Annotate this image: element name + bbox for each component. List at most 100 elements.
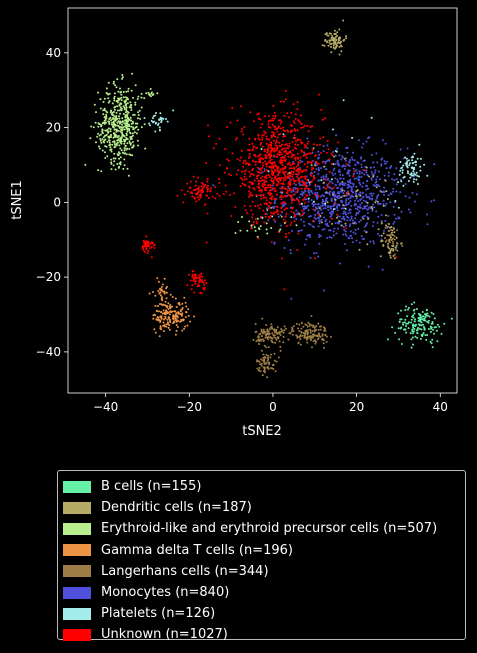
data-point <box>289 252 292 255</box>
data-point <box>273 218 276 221</box>
data-point <box>244 184 247 187</box>
data-point <box>300 322 303 325</box>
data-point <box>293 211 295 214</box>
data-point <box>392 187 395 190</box>
data-point <box>252 187 255 189</box>
data-point <box>122 96 125 99</box>
data-point <box>282 147 285 150</box>
data-point <box>206 184 209 187</box>
data-point <box>254 323 257 325</box>
data-point <box>264 215 267 218</box>
data-point <box>305 156 308 159</box>
data-point <box>347 197 350 200</box>
data-point <box>140 92 143 95</box>
data-point <box>304 336 307 339</box>
data-point <box>113 146 116 149</box>
data-point <box>320 205 323 207</box>
data-point <box>282 335 285 338</box>
data-point <box>136 98 139 100</box>
data-point <box>327 182 330 185</box>
data-point <box>282 159 285 162</box>
data-point <box>147 91 150 94</box>
data-point <box>241 182 244 185</box>
data-point <box>410 318 413 321</box>
data-point <box>95 141 97 144</box>
data-point <box>343 190 346 192</box>
data-point <box>382 244 385 247</box>
data-point <box>105 133 108 136</box>
data-point <box>296 101 299 103</box>
data-point <box>308 193 311 196</box>
data-point <box>292 120 295 123</box>
data-point <box>291 141 294 143</box>
data-point <box>130 104 133 107</box>
data-point <box>296 169 299 172</box>
data-point <box>292 177 295 180</box>
data-point <box>149 88 152 90</box>
data-point <box>349 223 352 226</box>
data-point <box>265 177 268 180</box>
data-point <box>333 29 336 32</box>
data-point <box>108 141 111 144</box>
data-point <box>116 121 119 124</box>
data-point <box>291 327 294 330</box>
data-point <box>115 115 118 118</box>
data-point <box>121 77 124 80</box>
data-point <box>331 39 334 42</box>
data-point <box>290 330 293 333</box>
data-point <box>317 150 320 153</box>
data-point <box>430 326 433 329</box>
data-point <box>340 158 343 161</box>
data-point <box>101 122 104 125</box>
data-point <box>154 305 157 307</box>
data-point <box>384 240 387 243</box>
data-point <box>438 325 441 328</box>
data-point <box>206 212 209 215</box>
data-point <box>301 194 304 197</box>
data-point <box>107 81 110 84</box>
data-point <box>326 237 329 239</box>
data-point <box>248 186 251 189</box>
data-point <box>260 141 263 144</box>
data-point <box>314 192 317 194</box>
data-point <box>342 212 345 215</box>
data-point <box>337 141 340 144</box>
data-point <box>261 167 264 169</box>
data-point <box>412 170 415 173</box>
data-point <box>269 147 272 150</box>
data-point <box>206 186 208 189</box>
data-point <box>181 189 183 192</box>
data-point <box>298 182 301 185</box>
data-point <box>200 292 203 295</box>
data-point <box>359 203 362 206</box>
legend-label: Dendritic cells (n=187) <box>101 500 252 516</box>
data-point <box>408 208 410 211</box>
data-point <box>426 334 429 336</box>
data-point <box>269 155 272 158</box>
data-point <box>337 191 339 194</box>
data-point <box>157 316 160 319</box>
data-point <box>365 184 367 187</box>
data-point <box>184 301 187 304</box>
data-point <box>330 236 333 239</box>
data-point <box>260 190 263 193</box>
data-point <box>131 141 134 143</box>
data-point <box>259 167 262 170</box>
data-point <box>108 136 111 139</box>
data-point <box>315 160 318 163</box>
data-point <box>168 328 171 331</box>
data-point <box>334 202 337 205</box>
data-point <box>125 122 128 125</box>
data-point <box>242 165 245 168</box>
data-point <box>316 196 319 199</box>
data-point <box>226 158 229 161</box>
data-point <box>320 179 323 182</box>
data-point <box>277 119 280 122</box>
data-point <box>298 323 301 326</box>
data-point <box>349 185 352 188</box>
data-point <box>218 137 221 140</box>
data-point <box>259 169 262 172</box>
data-point <box>273 211 276 214</box>
legend-label: Unknown (n=1027) <box>101 627 228 643</box>
data-point <box>338 154 341 157</box>
